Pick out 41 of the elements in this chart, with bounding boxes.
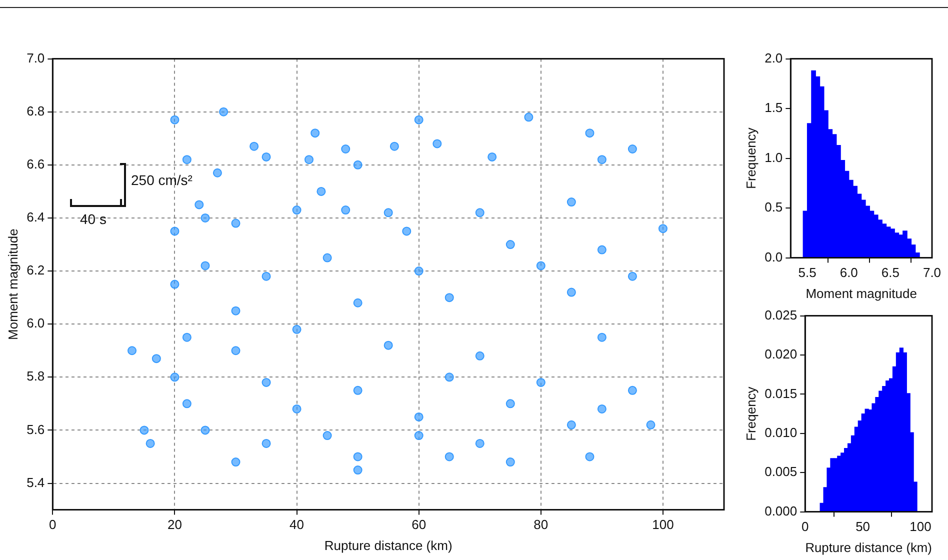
- y-tick-label: 0.0: [764, 249, 783, 264]
- y-axis-title: Moment magnitude: [5, 228, 20, 340]
- y-tick-label: 0.020: [764, 346, 798, 362]
- y-tick-label: 0.015: [764, 386, 798, 401]
- y-tick-label: 0.025: [764, 307, 798, 322]
- x-tick-label: 60: [412, 517, 426, 532]
- y-tick-label: 0.005: [764, 464, 798, 480]
- y-tick-label: 6.8: [26, 103, 45, 118]
- x-axis-title: Moment magnitude: [806, 286, 917, 301]
- y-tick-label: 7.0: [26, 50, 45, 66]
- x-tick-label: 0: [802, 519, 809, 534]
- y-axis-title: Freqency: [743, 386, 758, 441]
- y-tick-label: 2.0: [764, 50, 783, 66]
- y-tick-label: 1.0: [764, 150, 783, 165]
- y-tick-label: 6.6: [26, 156, 45, 172]
- x-tick-label: 5.5: [798, 265, 816, 280]
- x-tick-label: 50: [856, 519, 870, 534]
- x-tick-label: 100: [652, 517, 674, 532]
- y-tick-label: 5.6: [26, 422, 45, 437]
- y-tick-label: 6.0: [26, 316, 45, 331]
- y-tick-label: 0.000: [764, 503, 798, 518]
- y-tick-label: 6.4: [26, 210, 45, 225]
- y-tick-label: 0.010: [764, 424, 798, 440]
- annotation: 40 s: [80, 211, 106, 227]
- x-tick-label: 6.5: [881, 265, 900, 280]
- y-axis-title: Frequency: [743, 127, 758, 190]
- x-tick-label: 40: [290, 517, 304, 532]
- y-tick-label: 5.4: [26, 474, 45, 490]
- y-tick-label: 0.5: [764, 200, 783, 215]
- annotation: 250 cm/s²: [131, 172, 192, 188]
- y-tick-label: 6.2: [26, 262, 45, 278]
- y-tick-label: 5.8: [26, 368, 45, 384]
- x-tick-label: 20: [167, 517, 182, 532]
- x-axis-title: Rupture distance (km): [805, 540, 932, 555]
- x-tick-label: 0: [49, 517, 56, 532]
- x-axis-title: Rupture distance (km): [324, 538, 452, 553]
- y-tick-label: 1.5: [764, 100, 783, 116]
- x-tick-label: 6.0: [840, 265, 858, 280]
- x-tick-label: 7.0: [922, 265, 942, 280]
- x-tick-label: 100: [910, 519, 932, 534]
- x-tick-label: 80: [534, 517, 548, 532]
